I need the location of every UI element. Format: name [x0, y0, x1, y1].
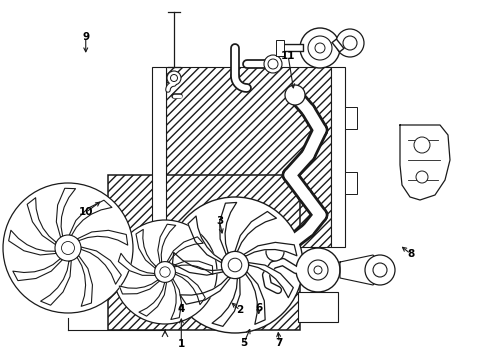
Polygon shape: [118, 253, 155, 275]
Bar: [108, 175, 300, 330]
Text: 4: 4: [177, 304, 185, 314]
Polygon shape: [41, 261, 71, 305]
Circle shape: [308, 36, 332, 60]
Polygon shape: [13, 258, 62, 281]
Circle shape: [113, 220, 217, 324]
Polygon shape: [158, 224, 176, 263]
Polygon shape: [119, 280, 160, 294]
Circle shape: [55, 235, 81, 261]
Bar: [152, 67, 166, 247]
Circle shape: [416, 171, 428, 183]
Polygon shape: [220, 202, 237, 255]
Circle shape: [365, 255, 395, 285]
Circle shape: [336, 29, 364, 57]
Circle shape: [373, 263, 387, 277]
Circle shape: [171, 75, 177, 81]
Text: 8: 8: [407, 249, 414, 259]
Polygon shape: [173, 261, 213, 274]
Polygon shape: [244, 242, 297, 256]
Polygon shape: [136, 229, 156, 268]
Bar: [298, 292, 338, 322]
Bar: [166, 67, 331, 247]
Polygon shape: [171, 279, 181, 319]
Polygon shape: [400, 125, 450, 200]
Circle shape: [221, 251, 248, 279]
Polygon shape: [56, 188, 75, 237]
Circle shape: [268, 59, 278, 69]
Polygon shape: [77, 230, 128, 245]
Circle shape: [160, 267, 170, 277]
Polygon shape: [235, 211, 276, 252]
Text: 9: 9: [82, 32, 89, 42]
Circle shape: [343, 36, 357, 50]
Circle shape: [264, 55, 282, 73]
Polygon shape: [175, 272, 205, 305]
Circle shape: [167, 197, 303, 333]
Polygon shape: [180, 277, 230, 304]
Polygon shape: [167, 237, 203, 262]
Circle shape: [315, 43, 325, 53]
Polygon shape: [212, 278, 240, 327]
Polygon shape: [172, 252, 223, 275]
Text: 3: 3: [216, 216, 223, 226]
Circle shape: [300, 28, 340, 68]
Polygon shape: [77, 256, 93, 306]
Text: 7: 7: [275, 338, 283, 348]
Circle shape: [228, 258, 242, 272]
Circle shape: [308, 260, 328, 280]
Circle shape: [414, 137, 430, 153]
Circle shape: [266, 243, 284, 261]
Text: 1: 1: [178, 339, 185, 349]
Circle shape: [296, 248, 340, 292]
Circle shape: [155, 262, 175, 282]
Polygon shape: [248, 262, 294, 298]
Bar: [276, 40, 284, 56]
Circle shape: [62, 242, 74, 255]
Polygon shape: [27, 198, 56, 244]
Text: 10: 10: [78, 207, 93, 217]
Text: 11: 11: [281, 51, 295, 61]
Polygon shape: [188, 216, 222, 263]
Circle shape: [285, 85, 305, 105]
Circle shape: [167, 71, 181, 85]
Bar: [345, 172, 357, 194]
Polygon shape: [81, 247, 122, 284]
Text: 2: 2: [237, 305, 244, 315]
Polygon shape: [139, 282, 167, 316]
Text: 5: 5: [241, 338, 247, 348]
Polygon shape: [69, 200, 112, 235]
Polygon shape: [245, 272, 265, 324]
Polygon shape: [340, 255, 380, 285]
Circle shape: [314, 266, 322, 274]
Circle shape: [3, 183, 133, 313]
Text: 6: 6: [255, 303, 262, 313]
Polygon shape: [9, 230, 56, 255]
Bar: [331, 67, 345, 247]
Bar: [345, 107, 357, 129]
